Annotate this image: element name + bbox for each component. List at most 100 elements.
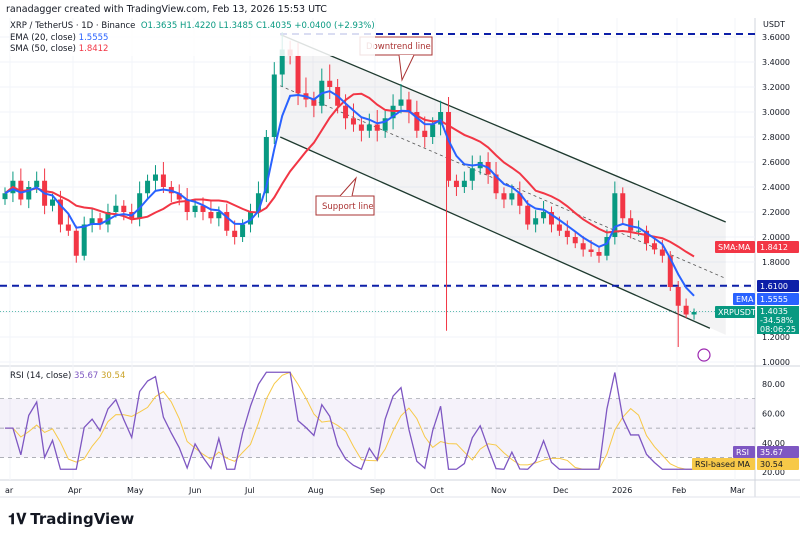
candle-body <box>192 205 198 212</box>
candle-body <box>145 180 151 194</box>
rsi-value-tag: 35.67 <box>760 448 783 457</box>
candle-body <box>137 193 143 219</box>
downtrend-callout-pointer <box>398 54 415 82</box>
candle-body <box>667 255 673 287</box>
time-tick: Nov <box>491 486 507 495</box>
sma-label[interactable]: SMA (50, close) <box>10 44 76 54</box>
level-price-tag: 1.6100 <box>760 282 788 291</box>
rsi-legend-value: 35.67 <box>73 371 99 381</box>
rsi-ma-legend-value: 30.54 <box>101 371 126 381</box>
sma-value: 1.8412 <box>78 44 109 54</box>
price-tick: 1.2000 <box>762 333 790 342</box>
symbol-tag-bg <box>715 306 755 318</box>
sma-name-tag-bg <box>715 241 755 253</box>
candle-body <box>390 105 396 119</box>
ohlc-change: +0.0400 (+2.93%) <box>294 21 375 31</box>
candle-body <box>34 180 40 187</box>
tv-logo-icon: 𝟏𝐕 <box>8 510 27 528</box>
time-tick: Apr <box>68 486 83 495</box>
candle-body <box>620 193 626 219</box>
candle-body <box>533 218 539 225</box>
candle-body <box>453 180 459 187</box>
candle-body <box>343 105 349 119</box>
rsi-tick: 40.00 <box>762 439 785 448</box>
candle-body <box>596 252 602 256</box>
candle-body <box>255 193 261 212</box>
rsi-label[interactable]: RSI (14, close) <box>10 371 72 381</box>
support-line <box>279 136 711 329</box>
candle-body <box>65 224 71 231</box>
candle-body <box>97 218 103 225</box>
candle-body <box>564 230 570 237</box>
candle-body <box>216 212 222 219</box>
rsi-line <box>5 371 695 471</box>
sma-price-tag: 1.8412 <box>760 243 788 252</box>
time-tick: Feb <box>672 486 686 495</box>
candle-body <box>89 218 95 225</box>
candle-body <box>2 193 8 200</box>
candle-body <box>311 99 317 106</box>
candle-body <box>659 249 665 256</box>
candle-body <box>548 212 554 225</box>
candle-body <box>327 80 333 87</box>
ema-label[interactable]: EMA (20, close) <box>10 32 76 43</box>
rsi-name-tag-bg <box>733 446 755 458</box>
rsi-ma-line <box>5 371 695 470</box>
symbol-tag: XRPUSDT <box>718 308 756 317</box>
price-tick: 1.0000 <box>762 358 790 367</box>
sma-price-tag-bg <box>757 241 799 253</box>
time-tick: Sep <box>370 486 385 495</box>
level-price-tag-bg <box>757 280 799 292</box>
candle-body <box>382 118 388 131</box>
candle-body <box>612 193 618 237</box>
brand-name: TradingView <box>30 510 135 528</box>
candle-body <box>26 187 32 200</box>
ohlc-low: L1.3485 <box>218 21 254 31</box>
rsi-ma-name-tag: RSI-based MA <box>695 460 750 469</box>
ema-20-line <box>4 90 695 297</box>
ema-price-tag-bg <box>757 293 799 305</box>
time-tick: Dec <box>553 486 568 495</box>
candle-body <box>57 199 63 225</box>
support-callout-pointer <box>339 176 357 197</box>
candle-body <box>176 193 182 200</box>
rsi-tick: 60.00 <box>762 409 785 418</box>
rsi-tick: 80.00 <box>762 380 785 389</box>
rsi-ma-name-tag-bg <box>692 458 755 470</box>
candle-body <box>541 212 547 219</box>
price-tick: 2.2000 <box>762 208 790 217</box>
time-tick: Aug <box>308 486 324 495</box>
legend: XRP / TetherUS · 1D · Binance O1.3635 H1… <box>10 21 375 56</box>
price-tick: 1.8000 <box>762 258 790 267</box>
candle-body <box>414 112 420 131</box>
time-tick: May <box>127 486 144 495</box>
price-tick: 3.0000 <box>762 108 790 117</box>
candle-body <box>105 212 111 225</box>
ohlc-high: H1.4220 <box>179 21 217 31</box>
ema-name-tag-bg <box>733 293 755 305</box>
candle-body <box>469 168 475 181</box>
candle-body <box>604 237 610 256</box>
candle-body <box>691 312 697 315</box>
price-tick: 2.8000 <box>762 133 790 142</box>
change-percent: -34.58% <box>760 316 794 325</box>
candle-body <box>461 180 467 187</box>
price-tick: 2.4000 <box>762 183 790 192</box>
candle-body <box>160 174 166 187</box>
candle-body <box>438 112 444 125</box>
candle-body <box>572 237 578 244</box>
candle-body <box>493 174 499 194</box>
last-price: 1.4035 <box>760 307 788 316</box>
candle-body <box>263 137 269 194</box>
rsi-ma-value-tag: 30.54 <box>760 460 783 469</box>
credit-text: ranadagger created with TradingView.com,… <box>6 4 327 15</box>
symbol-title[interactable]: XRP / TetherUS · 1D · Binance <box>10 21 136 31</box>
rsi-name-tag: RSI <box>736 448 749 457</box>
alert-icon <box>697 348 711 362</box>
candle-body <box>184 199 190 212</box>
candle-body <box>73 230 79 256</box>
candle-body <box>240 224 246 237</box>
candle-body <box>517 193 523 206</box>
candle-body <box>556 224 562 231</box>
